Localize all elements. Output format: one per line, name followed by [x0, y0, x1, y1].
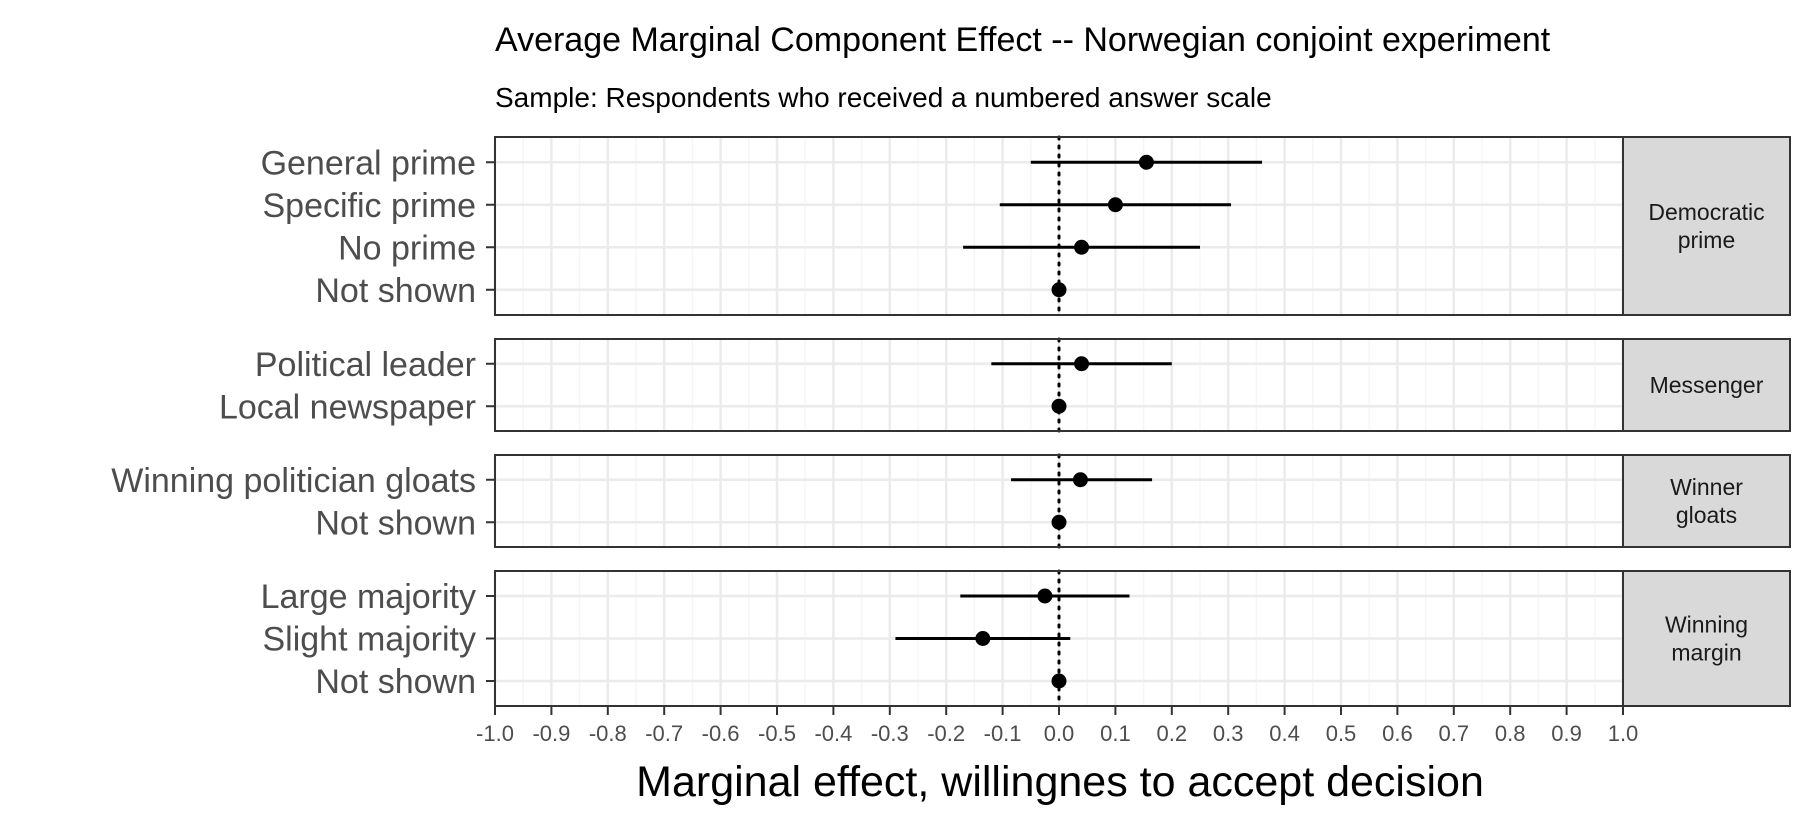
x-tick-label: 0.6	[1382, 721, 1413, 746]
category-label: Political leader	[255, 346, 476, 384]
estimate-point	[1107, 197, 1123, 213]
x-tick-label: 0.9	[1551, 721, 1582, 746]
x-tick-label: -0.3	[871, 721, 909, 746]
category-label: Slight majority	[262, 621, 476, 659]
x-tick-label: 0.1	[1100, 721, 1131, 746]
facet-strip	[1622, 136, 1791, 316]
facet-panel: Political leader Local newspaper Messenger	[219, 337, 1791, 433]
category-label: Winning politician gloats	[111, 462, 476, 500]
estimate-point	[1037, 588, 1053, 604]
facet-strip-label: margin	[1671, 640, 1741, 666]
estimate-point	[1074, 356, 1090, 372]
facet-strip-label: prime	[1678, 227, 1736, 253]
x-tick-label: -0.8	[589, 721, 627, 746]
x-tick-label: -0.6	[702, 721, 740, 746]
category-label: No prime	[338, 229, 476, 267]
facet-strip-label: Messenger	[1650, 372, 1764, 398]
chart-title: Average Marginal Component Effect -- Nor…	[495, 21, 1551, 59]
x-tick-label: 1.0	[1608, 721, 1639, 746]
facet-strip-label: gloats	[1676, 502, 1737, 528]
category-label: General prime	[261, 144, 476, 182]
estimate-point	[1051, 673, 1067, 689]
x-tick-label: -0.2	[927, 721, 965, 746]
x-tick-label: 0.5	[1326, 721, 1357, 746]
chart-subtitle: Sample: Respondents who received a numbe…	[495, 82, 1272, 113]
x-tick-label: -1.0	[476, 721, 514, 746]
category-label: Not shown	[315, 504, 476, 542]
facet-panel: General prime Specific prime No prime Not s…	[261, 135, 1791, 317]
facet-strip-label: Winning	[1665, 612, 1748, 638]
x-tick-label: -0.5	[758, 721, 796, 746]
x-tick-label: 0.7	[1439, 721, 1470, 746]
panels-layer: General prime Specific prime No prime Not s…	[111, 135, 1791, 708]
x-tick-label: -0.4	[814, 721, 852, 746]
facet-strip	[1622, 570, 1791, 707]
estimate-point	[1072, 472, 1088, 488]
category-label: Large majority	[261, 578, 476, 616]
estimate-point	[1051, 282, 1067, 298]
estimate-point	[975, 631, 991, 646]
estimate-point	[1074, 239, 1090, 255]
category-label: Not shown	[315, 272, 476, 310]
x-tick-label: 0.0	[1044, 721, 1075, 746]
x-tick-label: 0.8	[1495, 721, 1526, 746]
facet-panel: Winning politician gloats Not shown Winner…	[111, 453, 1791, 549]
facet-strip	[1622, 454, 1791, 548]
x-tick-label: 0.2	[1157, 721, 1188, 746]
estimate-point	[1138, 154, 1154, 170]
facet-strip	[1622, 338, 1791, 432]
x-tick-label: 0.4	[1269, 721, 1300, 746]
x-tick-label: -0.1	[984, 721, 1022, 746]
facet-panel: Large majority Slight majority Not shown Wi…	[261, 569, 1791, 708]
x-axis-title: Marginal effect, willingnes to accept de…	[636, 758, 1484, 806]
x-tick-label: -0.7	[645, 721, 683, 746]
x-axis: -1.0 -0.9 -0.8 -0.7 -0.6 -0.5 -0.4 -0.3 -0.2 -0.1…	[476, 706, 1638, 746]
category-label: Local newspaper	[219, 388, 476, 426]
facet-strip-label: Democratic	[1648, 199, 1764, 225]
estimate-point	[1051, 514, 1067, 530]
category-label: Specific prime	[262, 187, 476, 225]
estimate-point	[1051, 398, 1067, 414]
x-tick-label: 0.3	[1213, 721, 1244, 746]
category-label: Not shown	[315, 663, 476, 701]
x-tick-label: -0.9	[532, 721, 570, 746]
facet-strip-label: Winner	[1670, 474, 1743, 500]
